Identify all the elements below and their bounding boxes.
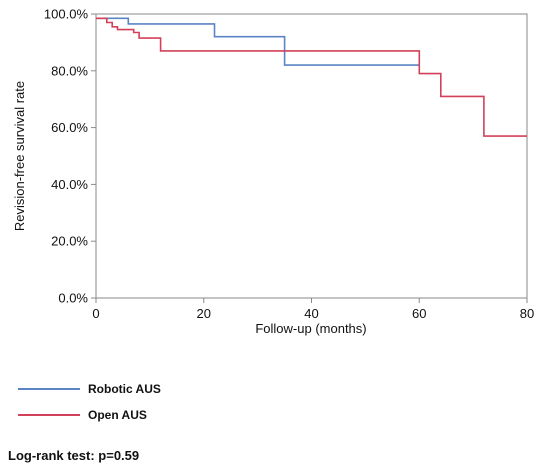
log-rank-footnote: Log-rank test: p=0.59 <box>8 448 139 463</box>
legend-label: Open AUS <box>88 408 147 422</box>
x-tick-label: 20 <box>197 306 211 321</box>
y-axis-ticks: 0.0% 20.0% 40.0% 60.0% 80.0% 100.0% <box>44 7 96 306</box>
y-tick-label: 40.0% <box>51 177 88 192</box>
y-tick-label: 20.0% <box>51 234 88 249</box>
series-lines <box>96 17 527 137</box>
x-tick-label: 0 <box>92 306 99 321</box>
plot-area <box>95 13 528 299</box>
x-tick-label: 40 <box>304 306 318 321</box>
x-tick-label: 80 <box>520 306 534 321</box>
y-tick-label: 100.0% <box>44 7 89 22</box>
series-line-robotic-aus <box>96 17 420 66</box>
legend-label: Robotic AUS <box>88 382 161 396</box>
x-tick-label: 60 <box>412 306 426 321</box>
x-axis-ticks: 0 20 40 60 80 <box>92 298 534 321</box>
y-tick-label: 60.0% <box>51 120 88 135</box>
y-tick-label: 80.0% <box>51 63 88 78</box>
x-axis-title: Follow-up (months) <box>255 321 366 336</box>
legend: Robotic AUS Open AUS <box>18 382 161 422</box>
y-tick-label: 0.0% <box>58 291 88 306</box>
series-line-open-aus <box>96 17 527 137</box>
y-axis-title: Revision-free survival rate <box>12 81 27 231</box>
